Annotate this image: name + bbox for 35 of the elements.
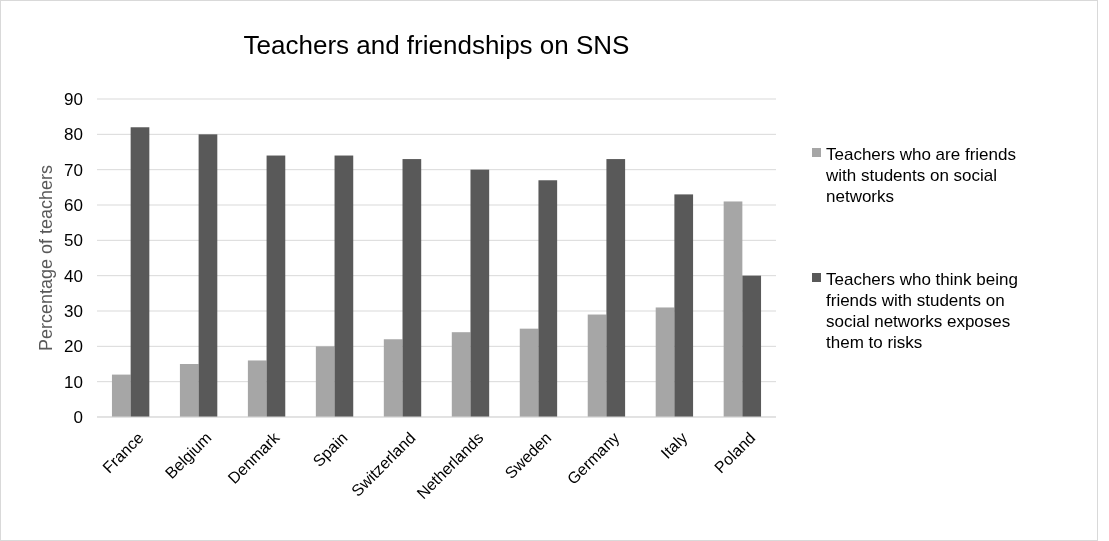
chart-title: Teachers and friendships on SNS xyxy=(243,30,630,60)
bar xyxy=(402,159,422,417)
y-tick-label: 40 xyxy=(64,266,83,286)
bar xyxy=(742,275,762,417)
bar xyxy=(179,364,199,417)
bar xyxy=(470,169,490,417)
bar xyxy=(519,328,539,417)
y-tick-label: 50 xyxy=(64,231,83,251)
legend-label: Teachers who think being friends with students on social networks exposes them to risks xyxy=(826,270,1018,352)
y-tick-label: 60 xyxy=(64,195,83,215)
bar xyxy=(198,134,218,417)
y-tick-label: 70 xyxy=(64,160,83,180)
bar xyxy=(587,314,607,417)
y-tick-label: 90 xyxy=(64,89,83,109)
bar xyxy=(130,127,150,417)
bar xyxy=(383,339,403,417)
bar xyxy=(266,155,286,417)
bar xyxy=(334,155,354,417)
bar xyxy=(247,360,267,417)
y-tick-label: 30 xyxy=(64,301,83,321)
bar xyxy=(674,194,694,417)
bar xyxy=(538,180,558,417)
bar xyxy=(315,346,335,417)
y-tick-label: 80 xyxy=(64,125,83,145)
y-tick-label: 0 xyxy=(73,407,83,427)
x-tick-label: Italy xyxy=(657,429,691,462)
y-axis-title: Percentage of teachers xyxy=(36,164,56,352)
bar xyxy=(451,332,471,417)
y-tick-label: 20 xyxy=(64,337,83,357)
y-tick-label: 10 xyxy=(64,372,83,392)
bar xyxy=(655,307,675,417)
legend-label: Teachers who are friends with students on social networks xyxy=(825,145,1016,206)
bar xyxy=(723,201,743,417)
bar xyxy=(606,159,626,417)
bar xyxy=(111,374,131,417)
